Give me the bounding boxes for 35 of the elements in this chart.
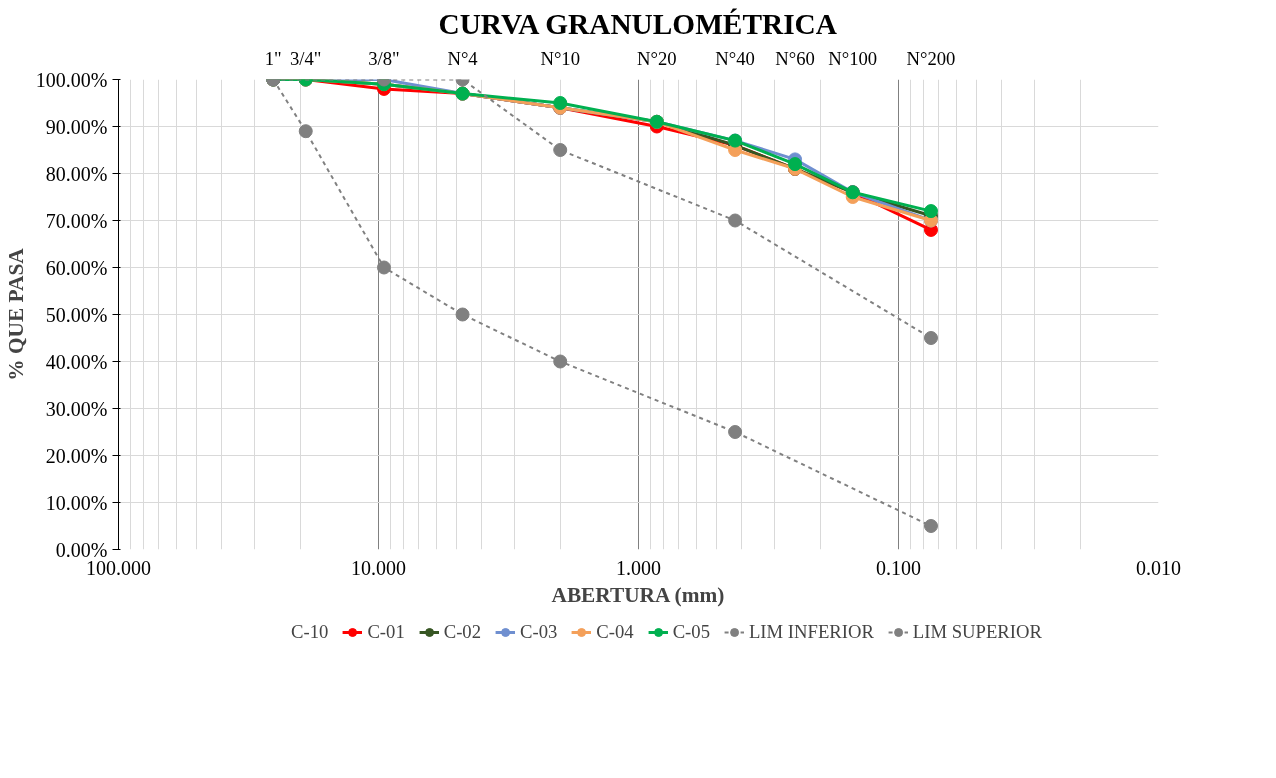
y-axis-title: % QUE PASA (3, 247, 28, 381)
y-tick-label: 90.00% (45, 115, 108, 138)
text: N°20 (637, 47, 677, 69)
x-tick-label: 1.000 (616, 556, 661, 579)
text: N°10 (540, 47, 581, 69)
y-tick-label: 100.00% (35, 68, 108, 91)
y-tick-label: 60.00% (45, 256, 108, 279)
y-tick-label: 80.00% (45, 162, 108, 185)
legend-label: LIM INFERIOR (748, 620, 874, 643)
legend-label: C-05 (672, 620, 710, 643)
legend-label: C-02 (443, 620, 482, 643)
text: N°40 (715, 47, 755, 69)
text: 3/8" (368, 47, 400, 69)
x-tick-label: 0.010 (1136, 556, 1181, 579)
text: N°100 (828, 47, 878, 69)
legend-label: C-01 (367, 620, 405, 643)
y-tick-label: 30.00% (45, 397, 108, 420)
text: N°60 (775, 47, 815, 69)
legend-label: LIM SUPERIOR (912, 620, 1042, 643)
y-tick-label: 50.00% (45, 303, 108, 326)
x-tick-label: 10.000 (351, 556, 406, 579)
legend-label: C-03 (520, 620, 558, 643)
chart-title: CURVA GRANULOMÉTRICA (438, 7, 837, 40)
y-tick-label: 10.00% (45, 491, 108, 514)
y-tick-label: 40.00% (45, 350, 108, 373)
x-tick-label: 0.100 (876, 556, 921, 579)
text: C-10 (291, 620, 329, 643)
text: N°4 (447, 47, 479, 69)
y-tick-label: 70.00% (45, 209, 108, 232)
text: N°200 (906, 47, 956, 69)
x-axis-title: ABERTURA (mm) (551, 582, 725, 607)
y-tick-label: 20.00% (45, 444, 108, 467)
legend-label: C-04 (596, 620, 634, 643)
text: 3/4" (290, 47, 322, 69)
text: 1" (264, 47, 282, 69)
